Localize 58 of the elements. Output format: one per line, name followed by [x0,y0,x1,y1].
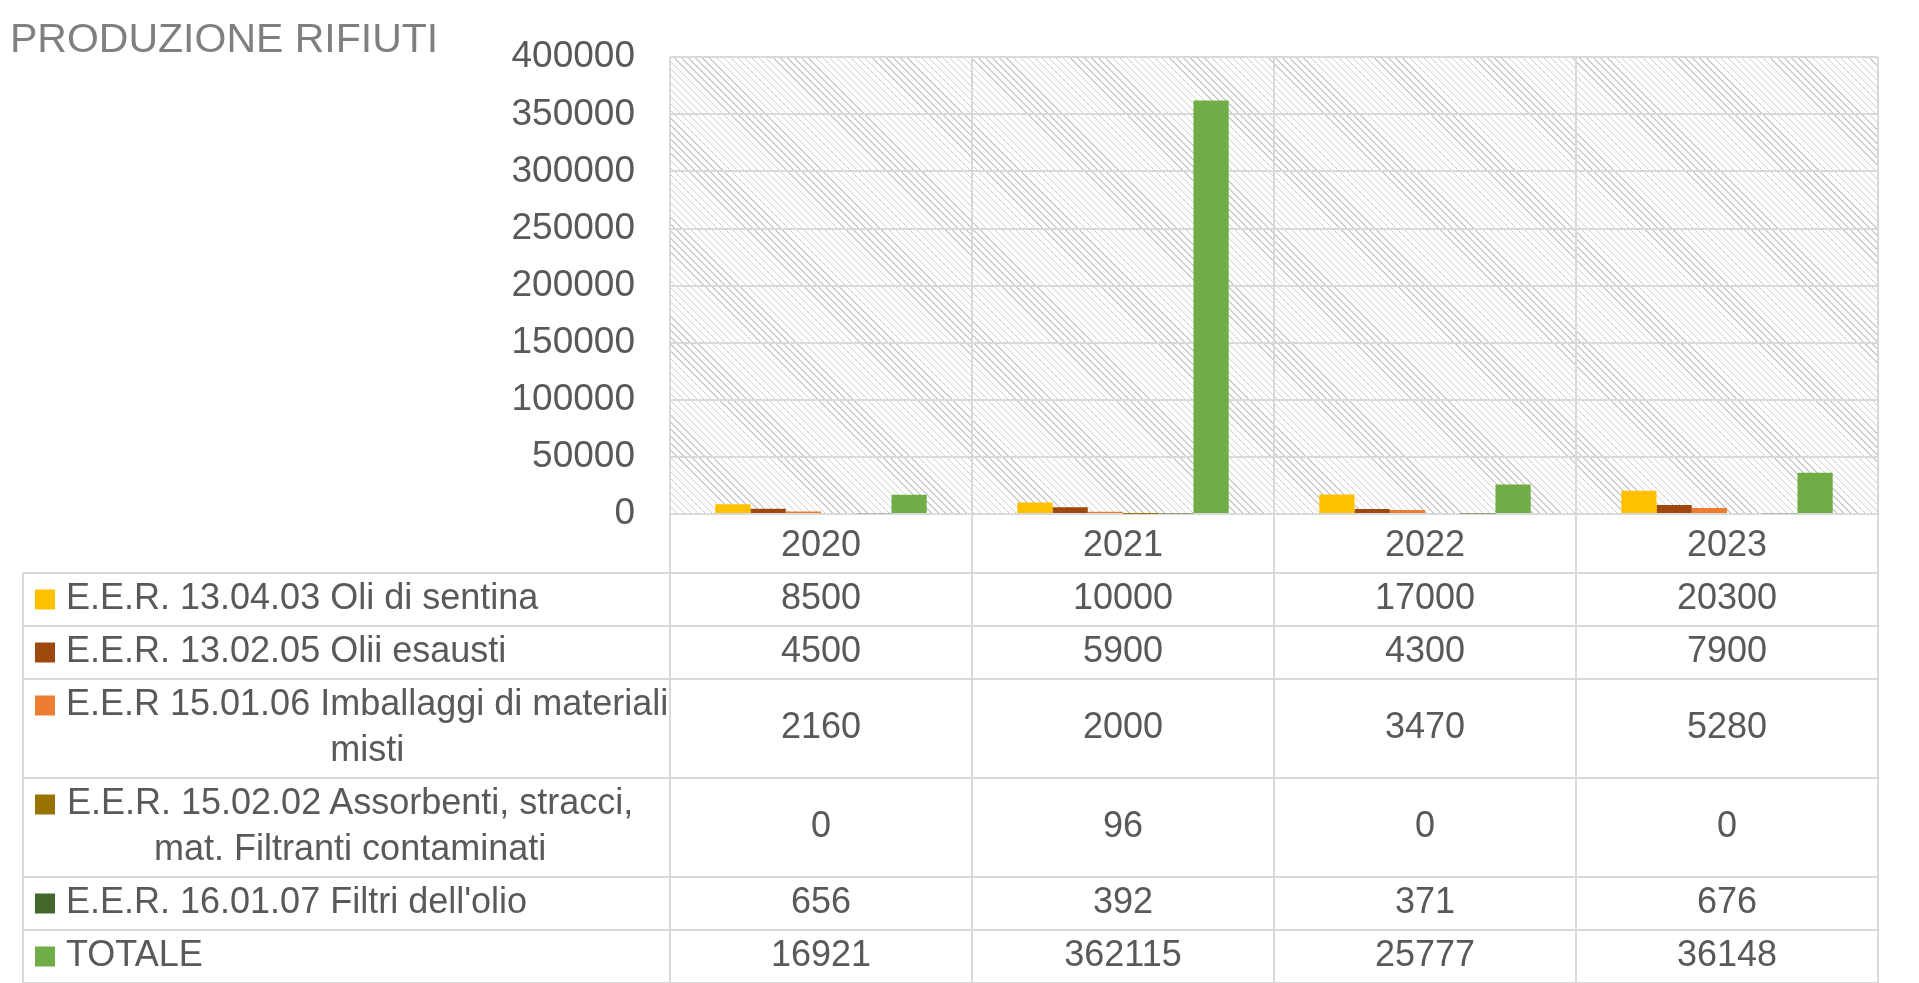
bar [1017,502,1053,513]
data-label: 0 [1414,804,1436,846]
data-label: 656 [790,880,852,922]
data-label: 2160 [780,705,862,747]
data-label: 392 [1092,880,1154,922]
bar [1797,472,1833,513]
data-label: 25777 [1374,933,1476,975]
data-label: 7900 [1686,629,1768,671]
y-tick-label: 50000 [532,434,635,476]
y-tick-label: 350000 [511,91,635,133]
text: PRODUZIONE RIFIUTI [10,14,439,62]
x-tick-label: 2023 [1686,522,1768,564]
legend-label: TOTALE [65,933,203,975]
bar [1495,484,1531,513]
data-label: 0 [810,804,832,846]
bar [715,504,751,513]
data-label: 4300 [1384,629,1466,671]
data-label: 36148 [1676,933,1778,975]
bar [1319,494,1355,513]
x-tick-label: 2020 [780,522,862,564]
y-tick-label: 0 [614,491,635,533]
data-label: 10000 [1072,576,1174,618]
data-label: 0 [1716,804,1738,846]
bar [1656,504,1692,513]
legend-label: E.E.R 15.01.06 Imballaggi di materiali misti [65,682,669,770]
data-label: 5900 [1082,629,1164,671]
y-tick-label: 150000 [511,319,635,361]
bar [1389,510,1425,513]
bar [891,494,927,513]
legend-label: E.E.R. 13.04.03 Oli di sentina [66,576,540,618]
y-tick-label: 400000 [511,34,635,76]
y-tick-label: 300000 [511,148,635,190]
bar [1354,509,1390,513]
x-tick-label: 2021 [1082,522,1164,564]
x-tick-label: 2022 [1384,522,1466,564]
y-tick-label: 100000 [511,377,635,418]
bar [1691,507,1727,513]
data-label: 2000 [1082,705,1164,747]
bar [1193,100,1229,513]
y-tick-label: 200000 [511,262,635,304]
data-label: 17000 [1374,576,1476,618]
bar [1052,507,1088,513]
data-label: 4500 [780,629,862,671]
data-label: 16921 [770,933,872,975]
data-label: 20300 [1676,576,1778,618]
data-label: 96 [1102,804,1144,846]
bar [1621,490,1657,513]
data-label: 676 [1696,880,1758,922]
data-label: 371 [1394,880,1456,922]
data-label: 362115 [1064,933,1182,975]
data-label: 8500 [780,576,862,618]
y-tick-label: 250000 [511,205,635,247]
legend-label: E.E.R. 15.02.02 Assorbenti, stracci, mat. Filtranti contaminati [66,781,634,869]
data-label: 5280 [1686,705,1768,747]
legend-label: E.E.R. 16.01.07 Filtri dell'olio [66,880,528,922]
data-label: 3470 [1384,705,1466,747]
legend-label: E.E.R. 13.02.05 Olii esausti [66,629,507,671]
bar [750,508,786,513]
